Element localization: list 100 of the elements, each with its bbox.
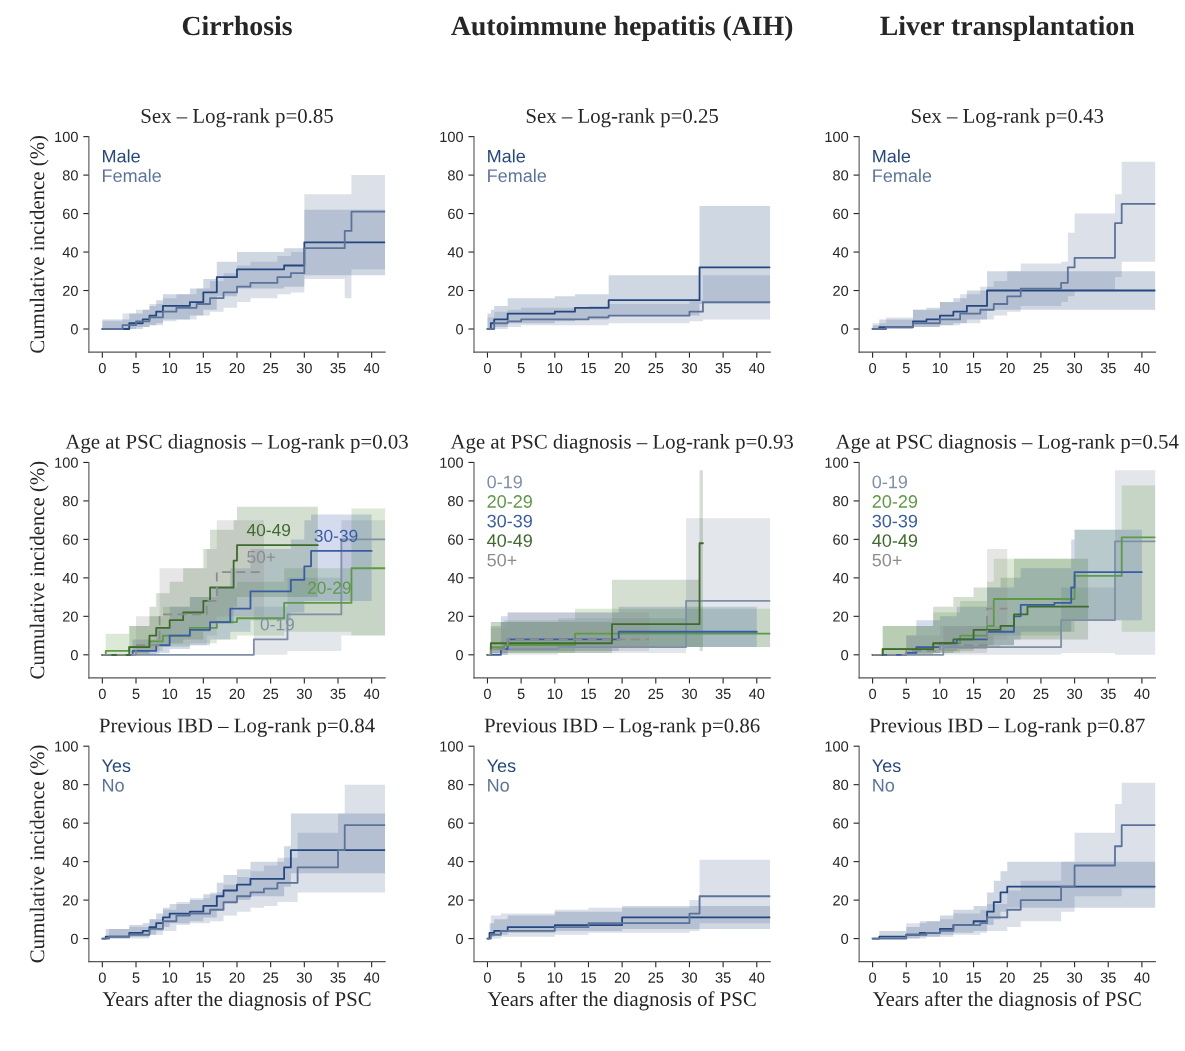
x-tick-label: 20 [229,972,245,983]
text: 20-29 [487,495,532,508]
x-tick-label: 35 [715,688,731,700]
y-tick-label: 100 [440,131,464,143]
annotation: 30-39 [314,529,358,542]
y-tick-label: 20 [448,611,464,622]
x-tick-label: 10 [547,362,563,374]
x-tick-label: 40 [749,972,765,983]
y-tick-label: 60 [62,208,78,220]
annotation: 50+ [247,550,276,564]
x-tick-label: 5 [132,688,140,700]
x-tick-label: 5 [132,972,140,983]
chart-title: Cirrhosis [182,15,292,36]
y-tick-label: 100 [825,131,849,143]
y-tick-label: 100 [55,741,78,752]
x-tick-label: 20 [999,688,1015,700]
y-tick-label: 20 [833,611,849,622]
x-tick-label: 40 [363,362,380,374]
text: No [488,779,509,792]
y-tick-label: 100 [825,457,849,468]
text: 0-19 [872,475,908,489]
chart-title: Age at PSC diagnosis – Log-rank p=0.03 [65,434,408,454]
y-tick-label: 40 [832,572,849,584]
x-tick-label: 5 [902,688,910,700]
x-tick-label: 25 [1033,972,1049,983]
x-axis-title: Years after the diagnosis of PSC [102,991,371,1011]
x-tick-label: 30 [681,972,697,983]
x-tick-label: 25 [648,688,664,700]
chart-title: Previous IBD – Log-rank p=0.87 [869,717,1145,737]
y-tick-label: 40 [447,247,464,258]
x-tick-label: 15 [966,972,982,983]
x-tick-label: 30 [1067,972,1083,983]
x-tick-label: 25 [1033,688,1049,700]
y-tick-label: 100 [825,741,849,752]
chart-title: Liver transplantation [880,15,1135,41]
x-tick-label: 20 [614,362,630,374]
y-tick-label: 60 [62,818,78,829]
y-tick-label: 20 [62,611,78,622]
chart-title: Previous IBD – Log-rank p=0.86 [484,717,760,737]
y-axis-title: Cumulative incidence (%) [29,461,49,679]
x-tick-label: 10 [932,972,948,983]
x-tick-label: 40 [1134,688,1150,700]
x-axis-title: Years after the diagnosis of PSC [487,991,756,1011]
y-tick-label: 20 [833,895,849,906]
text: Female [873,168,932,183]
x-tick-label: 30 [681,362,697,374]
chart-title: Age at PSC diagnosis – Log-rank p=0.93 [450,434,793,454]
x-tick-label: 25 [1033,362,1049,374]
x-tick-label: 15 [196,363,211,374]
y-tick-label: 60 [833,534,849,545]
y-tick-label: 80 [62,779,78,791]
x-tick-label: 25 [263,972,279,983]
x-tick-label: 20 [229,362,245,374]
x-tick-label: 0 [869,362,877,374]
text: No [873,779,895,792]
text: 30-39 [487,514,532,528]
x-tick-label: 10 [547,972,563,983]
text: Yes [487,759,516,773]
x-tick-label: 5 [902,972,910,983]
text: Male [103,149,140,163]
x-tick-label: 20 [999,972,1015,983]
y-tick-label: 0 [70,324,78,335]
y-tick-label: 40 [447,572,464,584]
y-tick-label: 80 [62,170,78,181]
x-tick-label: 15 [196,688,211,700]
x-tick-label: 15 [581,688,596,700]
x-tick-label: 0 [483,362,491,374]
x-tick-label: 30 [296,688,312,700]
y-tick-label: 0 [456,649,464,661]
chart-title: Previous IBD – Log-rank p=0.84 [99,717,375,737]
text: 30-39 [872,514,918,528]
y-tick-label: 20 [62,895,78,906]
y-tick-label: 20 [62,285,78,296]
y-tick-label: 80 [833,496,849,507]
text: Male [488,149,525,163]
x-tick-label: 40 [749,688,765,700]
y-axis-title: Cumulative incidence (%) [29,135,49,353]
text: 50+ [872,553,902,567]
y-tick-label: 60 [448,818,464,829]
text: Yes [872,759,901,773]
x-tick-label: 25 [263,362,279,374]
y-tick-label: 20 [448,895,464,906]
x-tick-label: 20 [614,688,630,700]
x-tick-label: 35 [330,688,346,700]
chart-title: Autoimmune hepatitis (AIH) [451,15,793,41]
y-tick-label: 40 [832,856,849,868]
x-tick-label: 0 [483,972,491,983]
y-tick-label: 40 [62,247,78,258]
x-tick-label: 35 [1100,972,1116,983]
x-tick-label: 25 [263,688,279,700]
annotation: 20-29 [307,581,351,594]
x-tick-label: 0 [98,972,106,983]
x-tick-label: 5 [902,363,910,374]
x-tick-label: 30 [296,972,312,983]
x-tick-label: 30 [1067,688,1083,700]
y-tick-label: 60 [62,534,78,545]
x-axis-title: Years after the diagnosis of PSC [872,991,1141,1011]
x-tick-label: 5 [517,688,525,700]
x-tick-label: 5 [517,972,525,983]
y-tick-label: 60 [833,818,849,829]
